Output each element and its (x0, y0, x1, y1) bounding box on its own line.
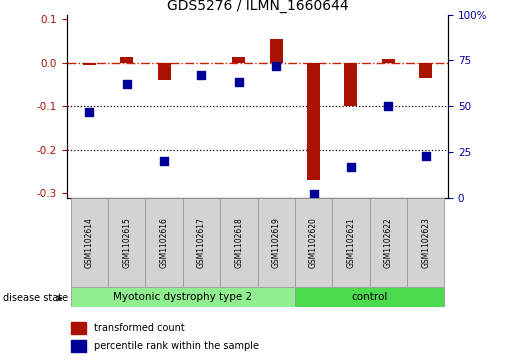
Bar (158, 62, 170, 80)
Bar (295, 198, 332, 287)
Text: disease state: disease state (3, 293, 67, 303)
Point (160, 158, 168, 164)
Point (197, 72, 205, 78)
Bar (71, 340, 86, 352)
Bar (419, 62, 432, 78)
Text: GSM1102623: GSM1102623 (421, 217, 430, 268)
Bar (332, 198, 370, 287)
Text: Myotonic dystrophy type 2: Myotonic dystrophy type 2 (113, 292, 252, 302)
Bar (382, 59, 395, 62)
Text: GSM1102619: GSM1102619 (272, 217, 281, 268)
Bar (183, 198, 220, 287)
Bar (220, 198, 258, 287)
Text: GSM1102617: GSM1102617 (197, 217, 206, 268)
Text: percentile rank within the sample: percentile rank within the sample (94, 341, 259, 351)
Text: GSM1102615: GSM1102615 (122, 217, 131, 268)
Text: GSM1102618: GSM1102618 (234, 217, 243, 268)
Point (272, 63, 280, 69)
Text: GSM1102622: GSM1102622 (384, 217, 393, 268)
Bar (407, 198, 444, 287)
Bar (370, 198, 407, 287)
Point (85, 109, 94, 115)
Bar (108, 198, 145, 287)
Text: GSM1102616: GSM1102616 (160, 217, 168, 268)
Point (347, 164, 355, 170)
Bar (71, 287, 295, 307)
Bar (83, 62, 96, 65)
Text: control: control (351, 292, 388, 302)
Bar (71, 198, 108, 287)
Bar (295, 287, 444, 307)
Title: GDS5276 / ILMN_1660644: GDS5276 / ILMN_1660644 (167, 0, 348, 13)
Bar (71, 322, 86, 334)
Text: GSM1102620: GSM1102620 (309, 217, 318, 268)
Bar (232, 57, 245, 62)
Point (384, 103, 392, 109)
Bar (258, 198, 295, 287)
Text: GSM1102621: GSM1102621 (347, 217, 355, 268)
Bar (145, 198, 183, 287)
Point (310, 191, 318, 197)
Bar (345, 62, 357, 106)
Text: GSM1102614: GSM1102614 (85, 217, 94, 268)
Text: transformed count: transformed count (94, 323, 184, 333)
Bar (307, 62, 320, 180)
Bar (120, 57, 133, 62)
Point (123, 81, 131, 87)
Bar (270, 38, 283, 62)
Point (235, 79, 243, 85)
Point (421, 153, 430, 159)
